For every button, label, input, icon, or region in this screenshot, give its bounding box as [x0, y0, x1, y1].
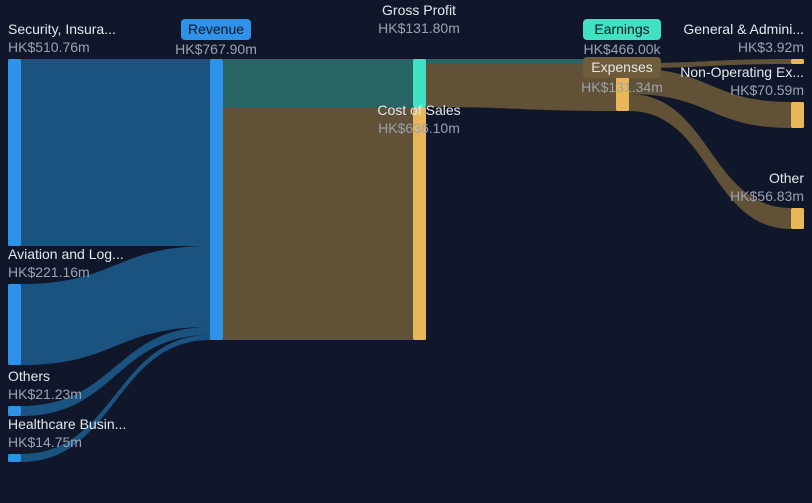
node-healthcare[interactable]: [8, 454, 21, 462]
value-cost: HK$636.10m: [378, 120, 460, 136]
flow-revenue-cost: [223, 107, 413, 340]
label-earnings: Earnings: [594, 21, 649, 37]
label-nonop: Non-Operating Ex...: [680, 64, 804, 80]
value-revenue: HK$767.90m: [175, 41, 257, 57]
label-ga: General & Admini...: [683, 21, 804, 37]
label-revenue: Revenue: [188, 21, 244, 37]
label-others: Others: [8, 368, 50, 384]
label-cost: Cost of Sales: [377, 102, 460, 118]
flow-revenue-gross: [223, 59, 413, 107]
value-aviation: HK$221.16m: [8, 264, 90, 280]
label-aviation: Aviation and Log...: [8, 246, 124, 262]
value-ga: HK$3.92m: [738, 39, 804, 55]
node-cost[interactable]: [413, 107, 426, 340]
value-nonop: HK$70.59m: [730, 82, 804, 98]
value-other_exp: HK$56.83m: [730, 188, 804, 204]
node-nonop[interactable]: [791, 102, 804, 128]
node-other_exp[interactable]: [791, 208, 804, 229]
value-expenses: HK$131.34m: [581, 79, 663, 95]
node-others[interactable]: [8, 406, 21, 416]
node-revenue[interactable]: [210, 59, 223, 340]
value-gross: HK$131.80m: [378, 20, 460, 36]
value-earnings: HK$466.00k: [583, 41, 661, 57]
label-security: Security, Insura...: [8, 21, 116, 37]
node-aviation[interactable]: [8, 284, 21, 365]
node-security[interactable]: [8, 59, 21, 246]
sankey-chart: Security, Insura... HK$510.76m Aviation an…: [0, 0, 812, 503]
flow-security-revenue: [21, 59, 210, 246]
label-other_exp: Other: [769, 170, 804, 186]
label-healthcare: Healthcare Busin...: [8, 416, 126, 432]
node-gross[interactable]: [413, 59, 426, 107]
value-healthcare: HK$14.75m: [8, 434, 82, 450]
value-others: HK$21.23m: [8, 386, 82, 402]
value-security: HK$510.76m: [8, 39, 90, 55]
label-gross: Gross Profit: [382, 2, 456, 18]
label-expenses: Expenses: [591, 59, 652, 75]
